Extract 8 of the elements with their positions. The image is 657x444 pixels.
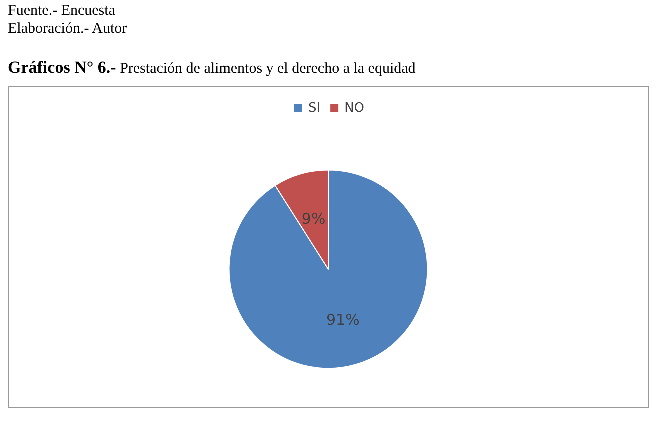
data-label: 9% [302, 210, 326, 228]
legend-label: NO [344, 101, 365, 116]
chart-subtitle: Prestación de alimentos y el derecho a la equidad [120, 61, 416, 77]
data-label: 91% [326, 310, 360, 329]
text: Gráficos N° 6.- [8, 58, 116, 77]
legend-label: SI [308, 101, 321, 116]
source-note: Fuente.- Encuesta [8, 2, 116, 20]
text: Elaboración.- Autor [8, 20, 128, 38]
